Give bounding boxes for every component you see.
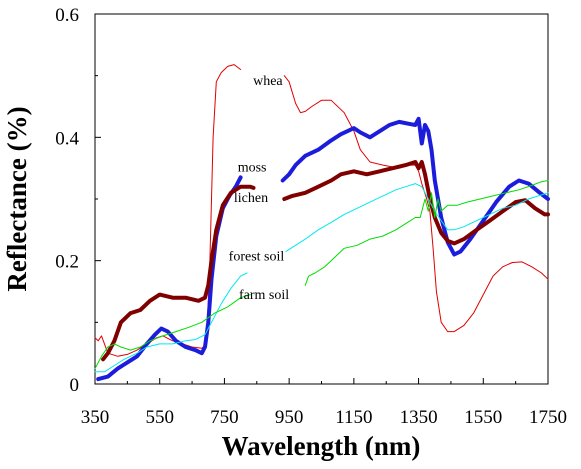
x-tick-label: 550	[145, 407, 174, 428]
series-line-lichen	[101, 184, 256, 362]
series-label-moss: moss	[238, 160, 267, 175]
series-line-moss	[96, 175, 243, 382]
y-tick-label: 0.6	[55, 5, 79, 26]
series-line-forest-soil	[94, 272, 248, 373]
x-axis: 350 550 750 950 1150 1350 1550 1750	[81, 378, 567, 428]
series-line-whea	[94, 64, 242, 357]
series-line-farm-soil	[94, 294, 251, 370]
y-axis: 0 0.2 0.4 0.6	[55, 5, 101, 396]
x-tick-label: 1550	[464, 407, 502, 428]
x-tick-label: 350	[81, 407, 110, 428]
series-line-lichen	[282, 160, 550, 246]
series-label-farm-soil: farm soil	[239, 288, 289, 303]
series-label-whea: whea	[253, 74, 283, 89]
series-line-farm-soil	[304, 180, 549, 286]
x-axis-title: Wavelength (nm)	[222, 431, 421, 461]
x-tick-label: 1350	[400, 407, 438, 428]
y-tick-label: 0	[70, 375, 80, 396]
series-line-whea	[283, 75, 549, 333]
y-tick-label: 0.4	[55, 128, 79, 149]
y-tick-label: 0.2	[55, 252, 79, 273]
series-layer	[94, 64, 550, 382]
x-tick-label: 1150	[335, 407, 372, 428]
series-line-moss	[280, 116, 550, 257]
series-labels: whea moss lichen forest soil farm soil	[229, 74, 290, 303]
series-label-forest-soil: forest soil	[229, 250, 285, 265]
x-tick-label: 1750	[529, 407, 567, 428]
x-tick-label: 950	[275, 407, 304, 428]
series-line-forest-soil	[285, 183, 549, 252]
series-label-lichen: lichen	[234, 191, 268, 206]
y-axis-title: Reflectance (%)	[2, 106, 32, 291]
x-tick-label: 750	[210, 407, 239, 428]
